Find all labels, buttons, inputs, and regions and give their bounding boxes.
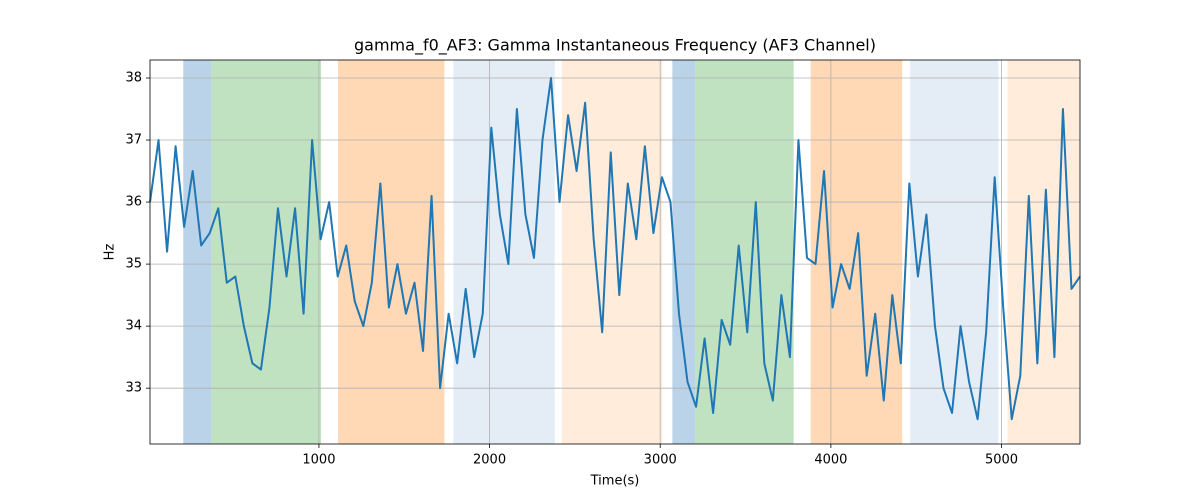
data-line bbox=[149, 76, 1081, 421]
y-tick-label: 36 bbox=[125, 195, 142, 210]
x-tick-label: 2000 bbox=[473, 453, 506, 468]
shaded-span bbox=[183, 60, 212, 444]
y-axis-label: Hz bbox=[103, 244, 118, 261]
x-axis-label: Time(s) bbox=[590, 474, 640, 489]
x-tick-label: 1000 bbox=[302, 453, 335, 468]
y-tick-label: 38 bbox=[125, 70, 142, 85]
x-tick-label: 5000 bbox=[985, 453, 1018, 468]
y-tick-label: 34 bbox=[125, 319, 142, 334]
shaded-span bbox=[561, 60, 663, 444]
x-tick-label: 4000 bbox=[814, 453, 847, 468]
shaded-span bbox=[211, 60, 321, 444]
y-tick-label: 37 bbox=[125, 133, 142, 148]
x-tick-label: 3000 bbox=[644, 453, 677, 468]
shaded-span bbox=[695, 60, 794, 444]
shaded-span bbox=[672, 60, 696, 444]
y-tick-label: 35 bbox=[125, 257, 142, 272]
shaded-span bbox=[338, 60, 445, 444]
y-tick-label: 33 bbox=[125, 381, 142, 396]
plot-frame bbox=[149, 59, 1081, 445]
chart-title: gamma_f0_AF3: Gamma Instantaneous Freque… bbox=[354, 36, 876, 56]
shaded-span bbox=[810, 60, 903, 444]
shaded-span bbox=[453, 60, 555, 444]
